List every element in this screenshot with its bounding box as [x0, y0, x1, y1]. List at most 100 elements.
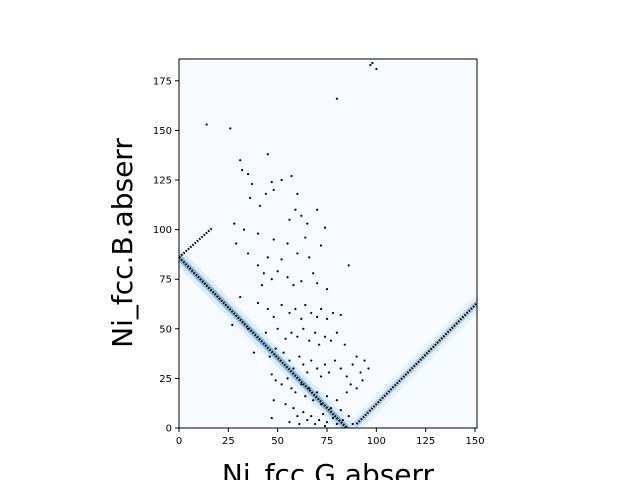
data-point-112 [316, 391, 319, 394]
data-point-33 [266, 256, 269, 259]
data-point-102 [270, 373, 273, 376]
data-point-54 [280, 303, 283, 307]
data-point-97 [351, 363, 354, 366]
x-tick-label-2: 50 [271, 436, 284, 447]
data-point-15 [294, 208, 297, 211]
data-point-117 [339, 409, 342, 412]
data-point-107 [294, 391, 297, 394]
data-point-93 [327, 371, 331, 374]
data-point-74 [314, 331, 317, 334]
points-layer [205, 61, 378, 428]
data-point-69 [284, 337, 287, 340]
data-point-135 [341, 418, 344, 422]
data-point-113 [319, 403, 323, 406]
data-point-36 [308, 256, 311, 259]
data-point-134 [335, 422, 338, 426]
data-point-11 [272, 188, 275, 192]
data-point-20 [335, 97, 338, 100]
data-point-37 [319, 244, 323, 247]
data-point-90 [316, 367, 319, 370]
data-point-52 [266, 307, 269, 311]
data-point-122 [272, 399, 275, 402]
data-point-141 [323, 424, 327, 428]
data-point-49 [260, 284, 263, 287]
data-point-91 [319, 375, 323, 378]
x-tick-label-3: 75 [321, 436, 334, 447]
data-point-65 [231, 323, 234, 326]
data-point-44 [300, 280, 303, 283]
data-point-50 [239, 295, 242, 299]
data-point-5 [246, 172, 250, 176]
data-point-85 [292, 367, 295, 370]
data-point-24 [233, 222, 236, 225]
trend-line-1 [179, 226, 214, 259]
data-point-130 [318, 418, 321, 422]
data-point-43 [292, 284, 295, 287]
data-point-35 [296, 252, 299, 255]
data-point-104 [280, 383, 283, 386]
y-tick-label-0: 0 [166, 424, 172, 435]
data-point-111 [312, 399, 315, 402]
y-tick-label-4: 100 [153, 225, 172, 236]
y-tick-label-6: 150 [153, 126, 172, 137]
plot-area-background [179, 59, 477, 428]
data-point-28 [286, 242, 289, 245]
data-point-68 [276, 327, 279, 330]
data-point-29 [304, 236, 307, 239]
y-tick-label-7: 175 [153, 76, 172, 87]
data-point-118 [345, 391, 348, 394]
data-point-73 [308, 339, 311, 342]
data-point-25 [243, 228, 246, 231]
data-point-59 [310, 311, 313, 315]
data-point-45 [312, 272, 315, 275]
data-point-61 [319, 307, 323, 311]
data-point-116 [335, 399, 338, 402]
y-tick-label-2: 50 [159, 324, 172, 335]
data-point-127 [306, 418, 309, 422]
data-point-3 [239, 159, 242, 162]
data-point-105 [286, 377, 289, 380]
data-point-103 [274, 379, 277, 382]
x-axis-title: Ni_fcc.G.abserr [222, 458, 435, 480]
data-point-119 [349, 383, 352, 386]
data-point-48 [347, 264, 350, 267]
data-point-17 [300, 214, 303, 217]
data-point-2 [266, 153, 269, 156]
data-point-115 [329, 407, 333, 410]
data-point-84 [288, 359, 291, 362]
data-point-13 [248, 196, 252, 199]
data-point-57 [300, 317, 303, 320]
data-point-123 [284, 403, 287, 406]
data-point-0 [205, 123, 208, 126]
x-tick-label-6: 150 [465, 436, 484, 447]
data-point-83 [282, 351, 285, 354]
data-point-89 [310, 359, 313, 362]
data-point-34 [280, 258, 283, 261]
data-point-53 [272, 315, 275, 319]
data-point-12 [296, 192, 299, 196]
data-point-96 [345, 375, 348, 378]
data-point-110 [308, 387, 311, 390]
data-point-81 [268, 355, 271, 358]
data-point-82 [274, 347, 277, 350]
data-point-41 [276, 270, 279, 273]
data-point-70 [290, 331, 293, 334]
data-point-94 [333, 359, 337, 362]
data-point-27 [272, 238, 275, 241]
data-point-14 [258, 204, 262, 207]
data-point-79 [343, 343, 346, 346]
data-point-95 [339, 367, 342, 370]
data-point-55 [288, 311, 291, 315]
data-point-23 [369, 63, 372, 67]
data-point-60 [316, 315, 319, 319]
y-axis-title: Ni_fcc.B.abserr [106, 138, 139, 348]
data-point-114 [325, 395, 329, 398]
data-point-56 [294, 307, 297, 311]
data-point-109 [304, 395, 307, 398]
data-point-6 [250, 182, 254, 186]
data-point-124 [292, 407, 295, 410]
data-point-120 [355, 387, 358, 390]
data-point-99 [363, 359, 366, 362]
data-point-16 [288, 218, 291, 221]
x-tick-label-4: 100 [367, 436, 386, 447]
